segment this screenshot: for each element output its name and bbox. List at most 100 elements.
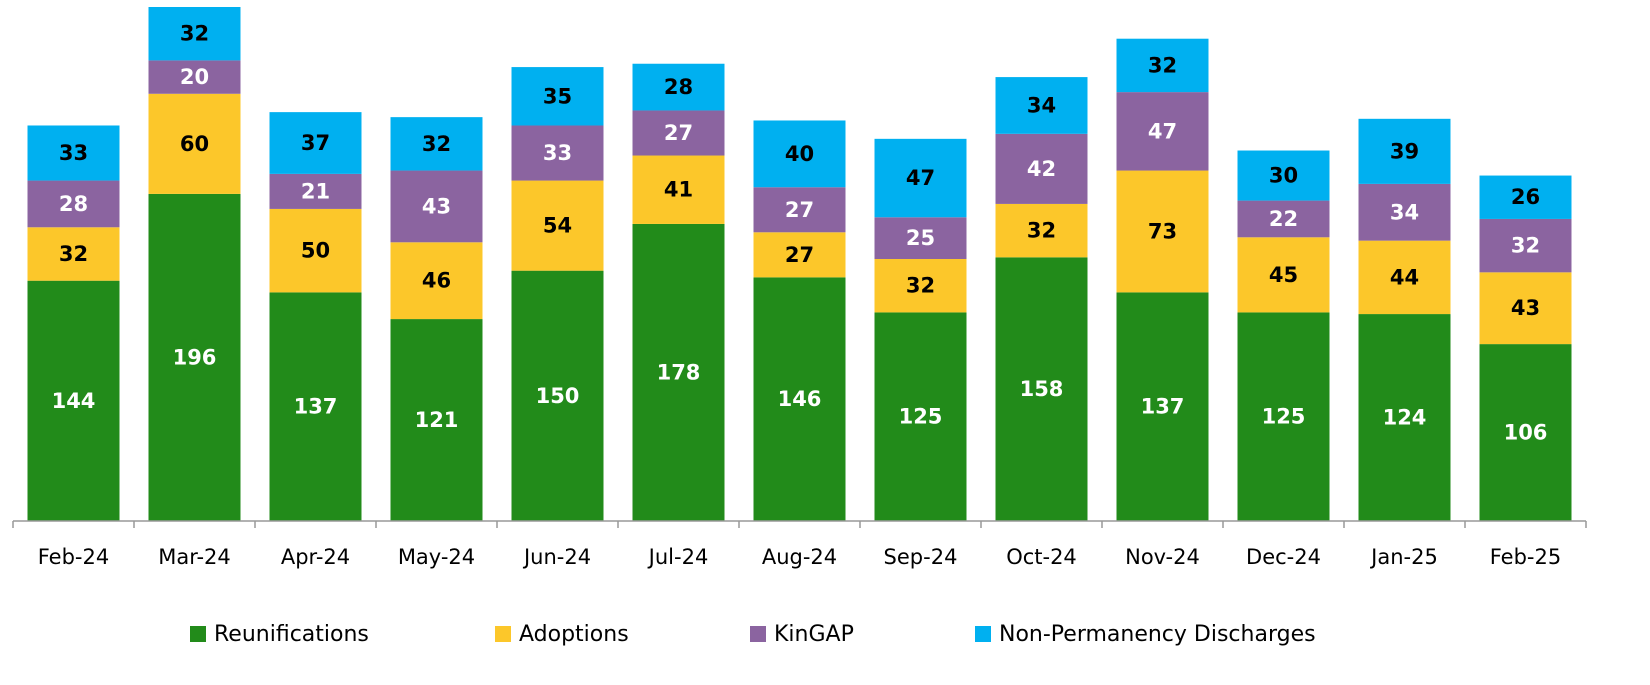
bar-segment xyxy=(390,319,483,521)
bar-segment xyxy=(269,208,362,293)
value-label: 54 xyxy=(543,214,572,238)
x-tick-label: Sep-24 xyxy=(884,545,958,569)
x-tick-label: Aug-24 xyxy=(762,545,837,569)
x-tick-label: Apr-24 xyxy=(281,545,350,569)
value-label: 121 xyxy=(415,408,459,432)
bar-segment xyxy=(1116,292,1209,521)
value-label: 20 xyxy=(180,65,209,89)
value-label: 30 xyxy=(1269,164,1298,188)
bar-segment xyxy=(1479,344,1572,521)
legend-swatch xyxy=(495,626,511,642)
value-label: 124 xyxy=(1383,406,1427,430)
value-label: 45 xyxy=(1269,263,1298,287)
bar-segment xyxy=(511,270,604,521)
bar-segment xyxy=(1358,183,1451,241)
value-label: 60 xyxy=(180,132,209,156)
value-label: 27 xyxy=(785,198,814,222)
legend-swatch xyxy=(750,626,766,642)
value-label: 150 xyxy=(536,384,580,408)
bar-segment xyxy=(1358,118,1451,184)
value-label: 106 xyxy=(1504,421,1548,445)
value-label: 33 xyxy=(59,141,88,165)
bar-segment xyxy=(1479,175,1572,219)
bar-segment xyxy=(753,277,846,521)
bar-segment xyxy=(511,180,604,271)
bar-segment xyxy=(148,93,241,194)
value-label: 196 xyxy=(173,345,217,369)
x-tick-label: May-24 xyxy=(398,545,475,569)
bar-segment xyxy=(995,257,1088,521)
bar-segment xyxy=(995,203,1088,258)
value-label: 41 xyxy=(664,178,693,202)
legend-label: KinGAP xyxy=(774,622,854,647)
value-label: 44 xyxy=(1390,265,1419,289)
bar-segment xyxy=(269,173,362,209)
value-label: 27 xyxy=(664,121,693,145)
bar-segment xyxy=(995,133,1088,204)
legend-label: Reunifications xyxy=(214,622,369,647)
legend-label: Adoptions xyxy=(519,622,629,647)
bar-segment xyxy=(1358,314,1451,521)
value-label: 34 xyxy=(1027,93,1056,117)
bar-segment xyxy=(753,187,846,233)
bar-segment xyxy=(753,232,846,278)
value-label: 43 xyxy=(422,194,451,218)
bar-segment xyxy=(632,223,725,521)
bar-segment xyxy=(632,155,725,224)
value-label: 158 xyxy=(1020,377,1064,401)
x-tick-label: Feb-25 xyxy=(1490,545,1561,569)
value-label: 35 xyxy=(543,84,572,108)
bar-segment xyxy=(1237,150,1330,201)
legend-swatch xyxy=(975,626,991,642)
bar-segment xyxy=(148,193,241,521)
value-label: 32 xyxy=(1511,234,1540,258)
value-label: 50 xyxy=(301,239,330,263)
value-label: 32 xyxy=(1148,53,1177,77)
bar-segment xyxy=(390,170,483,243)
x-tick-label: Dec-24 xyxy=(1246,545,1321,569)
bar-segment xyxy=(874,258,967,313)
value-label: 21 xyxy=(301,179,330,203)
bar-segment xyxy=(511,125,604,181)
bar-segment xyxy=(1116,170,1209,293)
value-label: 34 xyxy=(1390,200,1419,224)
value-label: 125 xyxy=(1262,405,1306,429)
value-label: 39 xyxy=(1390,139,1419,163)
bar-segment xyxy=(874,217,967,259)
bar-segment xyxy=(874,312,967,521)
x-tick-label: Mar-24 xyxy=(158,545,231,569)
value-label: 42 xyxy=(1027,157,1056,181)
value-label: 43 xyxy=(1511,296,1540,320)
value-label: 73 xyxy=(1148,219,1177,243)
value-label: 137 xyxy=(294,395,338,419)
bar-segment xyxy=(148,60,241,94)
value-label: 125 xyxy=(899,405,943,429)
value-label: 32 xyxy=(906,274,935,298)
value-label: 47 xyxy=(906,166,935,190)
value-label: 40 xyxy=(785,142,814,166)
value-label: 144 xyxy=(52,389,96,413)
value-label: 28 xyxy=(664,75,693,99)
bar-segment xyxy=(390,242,483,320)
bar-segment xyxy=(27,180,120,228)
value-label: 32 xyxy=(1027,219,1056,243)
value-label: 25 xyxy=(906,226,935,250)
bar-segment xyxy=(1116,92,1209,171)
value-label: 26 xyxy=(1511,185,1540,209)
value-label: 32 xyxy=(59,242,88,266)
bar-segment xyxy=(269,292,362,521)
value-label: 178 xyxy=(657,360,701,384)
bar-segment xyxy=(1358,240,1451,315)
x-tick-label: Nov-24 xyxy=(1125,545,1200,569)
bar-segment xyxy=(27,227,120,281)
bar-segment xyxy=(27,125,120,181)
x-tick-label: Feb-24 xyxy=(38,545,109,569)
bar-segment xyxy=(632,110,725,156)
bar-segment xyxy=(632,63,725,111)
value-label: 32 xyxy=(180,22,209,46)
bar-segment xyxy=(27,280,120,521)
value-label: 137 xyxy=(1141,395,1185,419)
bar-segment xyxy=(753,120,846,188)
